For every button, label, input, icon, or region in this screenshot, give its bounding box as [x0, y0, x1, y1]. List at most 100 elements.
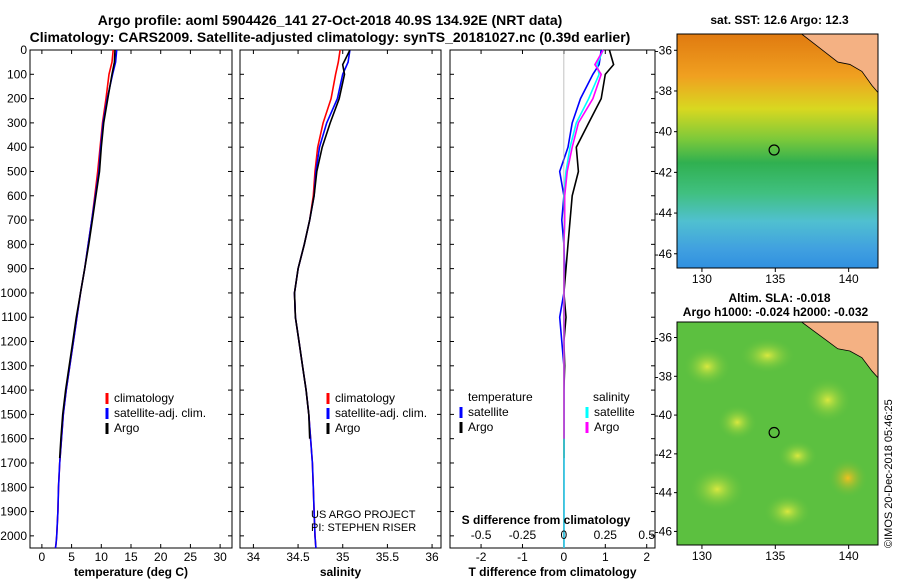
- panel-salinity: 34 34.5 35 35.5 36 salinity climatologysatelli…: [239, 49, 442, 579]
- x-tick-label: 30: [213, 550, 227, 564]
- y-tick-label: 1700: [0, 456, 27, 470]
- x-tick-label: 10: [95, 550, 109, 564]
- x2-tick-label: 0: [561, 528, 568, 542]
- legend-label: Argo: [468, 420, 494, 434]
- panel-frame-difference: [449, 49, 656, 549]
- panel-frame-temperature: [29, 49, 233, 549]
- map-frame: [676, 321, 879, 546]
- sla-anomaly-patch: [739, 337, 796, 374]
- sla-anomaly-patch: [803, 377, 852, 423]
- map-y-tick-label: -38: [655, 369, 673, 383]
- x2-tick-label: 0.25: [594, 528, 618, 542]
- legend-label: Argo: [114, 421, 140, 435]
- y-tick-label: 700: [7, 213, 27, 227]
- legend-label: Argo: [335, 421, 361, 435]
- x2-tick-label: -0.5: [471, 528, 492, 542]
- map-sla_map: 130 135 140 -36 -38 -40 -42 -44 -46 Altim. SLA: -…: [655, 291, 879, 563]
- x2-axis-label: S difference from climatology: [462, 513, 631, 527]
- y-tick-label: 100: [7, 67, 27, 81]
- x-tick-label: 20: [154, 550, 168, 564]
- y-tick-label: 200: [7, 92, 27, 106]
- map-x-tick-label: 135: [765, 549, 785, 563]
- x2-tick-label: 0.5: [638, 528, 655, 542]
- map-title: Altim. SLA: -0.018: [728, 291, 830, 305]
- sla-anomaly-patch: [683, 346, 732, 387]
- x-tick-label: 36: [425, 550, 439, 564]
- y-tick-label: 1500: [0, 407, 27, 421]
- map-x-tick-label: 140: [839, 272, 859, 286]
- map-frame: [676, 33, 879, 269]
- y-tick-label: 800: [7, 237, 27, 251]
- series-line-argo: [58, 49, 116, 459]
- y-tick-label: 1100: [1, 310, 27, 324]
- y-tick-label: 1300: [0, 359, 27, 373]
- sla-anomaly-patch: [827, 458, 868, 499]
- x-axis-label-salinity: salinity: [320, 565, 362, 579]
- map-y-tick-label: -42: [655, 447, 673, 461]
- y-tick-label: 300: [7, 116, 27, 130]
- legend-title-salinity: salinity: [593, 390, 630, 404]
- panel-temperature: 0100200300400500600700800900100011001200…: [0, 43, 233, 579]
- y-tick-label: 0: [20, 43, 27, 57]
- legend-title-temperature: temperature: [468, 390, 533, 404]
- y-tick-label: 500: [7, 164, 27, 178]
- sla-anomaly-patch: [763, 493, 812, 530]
- legend-label: satellite: [468, 405, 509, 419]
- map-x-tick-label: 135: [765, 272, 785, 286]
- map-sst_map: 130 135 140 -36 -38 -40 -42 -44 -46 sat. SST: 12.…: [655, 13, 879, 286]
- x-tick-label: 1: [602, 550, 609, 564]
- x-tick-label: 25: [184, 550, 198, 564]
- annotation-text: US ARGO PROJECT: [311, 509, 416, 521]
- float-location-marker: [768, 426, 780, 439]
- series-line-argo: [293, 49, 351, 439]
- y-tick-label: 400: [7, 140, 27, 154]
- x-tick-label: -1: [517, 550, 528, 564]
- map-y-tick-label: -38: [655, 84, 673, 98]
- x-axis-label-difference: T difference from climatology: [468, 565, 636, 579]
- x-tick-label: 35.5: [376, 550, 400, 564]
- panel-frame-salinity: [239, 49, 442, 549]
- x-axis-label-temperature: temperature (deg C): [74, 565, 188, 579]
- x-tick-label: 0: [39, 550, 46, 564]
- figure-title-line1: Argo profile: aoml 5904426_141 27-Oct-20…: [98, 12, 563, 28]
- panel-difference: -2 -1 0 1 2 T difference from climatology -0.5…: [449, 49, 656, 579]
- y-tick-label: 900: [7, 262, 27, 276]
- legend-label: Argo: [594, 420, 620, 434]
- x-tick-label: 0: [561, 550, 568, 564]
- y-tick-label: 1000: [0, 286, 27, 300]
- copyright-stamp: ©IMOS 20-Dec-2018 05:46:25: [883, 399, 895, 548]
- map-y-tick-label: -44: [655, 486, 673, 500]
- legend-label: climatology: [335, 391, 395, 405]
- y-tick-label: 2000: [0, 529, 27, 543]
- legend-label: satellite-adj. clim.: [114, 406, 206, 420]
- x-tick-label: 34.5: [286, 550, 310, 564]
- y-tick-label: 1400: [0, 383, 27, 397]
- map-y-tick-label: -46: [655, 247, 673, 261]
- x-tick-label: -2: [476, 550, 487, 564]
- y-tick-label: 1900: [0, 505, 27, 519]
- y-tick-label: 1800: [0, 480, 27, 494]
- y-tick-label: 1600: [0, 432, 27, 446]
- map-y-tick-label: -44: [655, 206, 673, 220]
- x-tick-label: 2: [643, 550, 650, 564]
- map-y-tick-label: -40: [655, 125, 673, 139]
- sst-field: [677, 34, 878, 268]
- map-y-tick-label: -36: [655, 43, 673, 57]
- x-tick-label: 5: [68, 550, 75, 564]
- y-tick-label: 600: [7, 189, 27, 203]
- sla-anomaly-patch: [777, 440, 818, 472]
- map-x-tick-label: 130: [692, 272, 712, 286]
- legend-label: satellite: [594, 405, 635, 419]
- map-y-tick-label: -42: [655, 165, 673, 179]
- figure-title-line2: Climatology: CARS2009. Satellite-adjuste…: [30, 29, 631, 45]
- sla-anomaly-patch: [717, 404, 758, 441]
- map-subtitle: Argo h1000: -0.024 h2000: -0.032: [683, 305, 869, 319]
- sla-anomaly-patch: [689, 466, 746, 512]
- x-tick-label: 34: [247, 550, 261, 564]
- float-location-marker: [768, 144, 780, 156]
- x2-tick-label: -0.25: [509, 528, 537, 542]
- legend-label: climatology: [114, 391, 174, 405]
- map-y-tick-label: -46: [655, 524, 673, 538]
- map-x-tick-label: 130: [692, 549, 712, 563]
